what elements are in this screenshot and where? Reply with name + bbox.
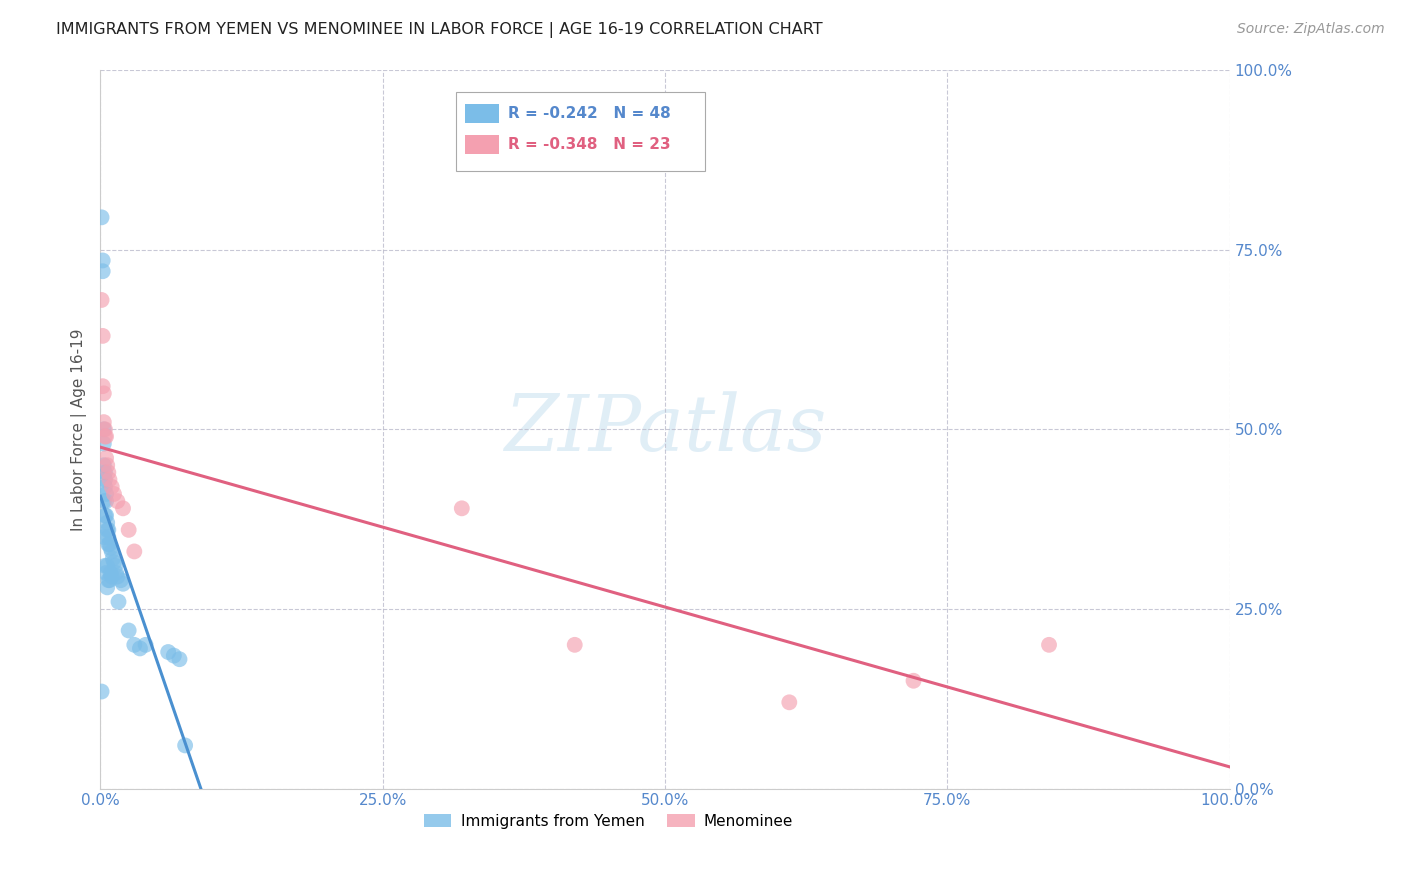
Point [101,551,124,566]
Point [118,624,141,638]
Y-axis label: In Labor Force | Age 16-19: In Labor Force | Age 16-19 [72,328,87,531]
Point [93,415,115,429]
Point [91,253,114,268]
Point [103,487,125,501]
Point [110,573,132,587]
Point [91,329,114,343]
Point [94,487,117,501]
Point [96,516,118,530]
Point [96,558,118,573]
Point [111,576,134,591]
Point [97,466,120,480]
Point [163,648,186,663]
Point [157,645,180,659]
Point [94,566,117,580]
Point [564,638,586,652]
Point [903,673,925,688]
Point [135,638,157,652]
Point [93,422,115,436]
Point [97,573,120,587]
Point [100,569,122,583]
Point [90,211,112,225]
Point [100,541,122,555]
Point [107,595,129,609]
Point [124,544,146,558]
Point [97,537,120,551]
Point [129,641,152,656]
Text: R = -0.242   N = 48: R = -0.242 N = 48 [508,105,671,120]
FancyBboxPatch shape [465,103,499,122]
Text: IMMIGRANTS FROM YEMEN VS MENOMINEE IN LABOR FORCE | AGE 16-19 CORRELATION CHART: IMMIGRANTS FROM YEMEN VS MENOMINEE IN LA… [56,22,823,38]
Point [103,555,125,569]
Point [94,466,117,480]
Point [94,450,117,465]
Point [94,508,117,523]
Point [778,695,800,709]
Point [100,480,122,494]
Text: R = -0.348   N = 23: R = -0.348 N = 23 [508,137,671,153]
Point [100,544,122,558]
Point [98,537,121,551]
Point [93,458,115,473]
Point [174,739,197,753]
Point [97,523,120,537]
Point [97,530,120,544]
Point [94,494,117,508]
FancyBboxPatch shape [465,136,499,154]
Point [90,293,112,307]
Point [450,501,472,516]
Point [100,566,122,580]
Point [1038,638,1060,652]
Point [124,638,146,652]
Point [169,652,191,666]
Point [98,573,121,587]
Point [104,558,127,573]
Point [93,494,115,508]
Point [91,264,114,278]
Point [94,422,117,436]
Point [94,429,117,443]
Point [90,684,112,698]
Point [94,558,117,573]
Point [91,379,114,393]
Point [93,436,115,450]
Point [111,501,134,516]
Point [94,508,117,523]
Point [96,458,118,473]
Text: Source: ZipAtlas.com: Source: ZipAtlas.com [1237,22,1385,37]
Point [94,429,117,443]
Point [96,580,118,594]
Point [118,523,141,537]
Point [93,530,115,544]
FancyBboxPatch shape [456,92,704,170]
Point [94,480,117,494]
Point [96,523,118,537]
Legend: Immigrants from Yemen, Menominee: Immigrants from Yemen, Menominee [418,807,800,835]
Point [98,473,121,487]
Point [105,566,128,580]
Point [105,494,128,508]
Point [94,473,117,487]
Text: ZIPatlas: ZIPatlas [503,391,827,467]
Point [93,386,115,401]
Point [105,569,128,583]
